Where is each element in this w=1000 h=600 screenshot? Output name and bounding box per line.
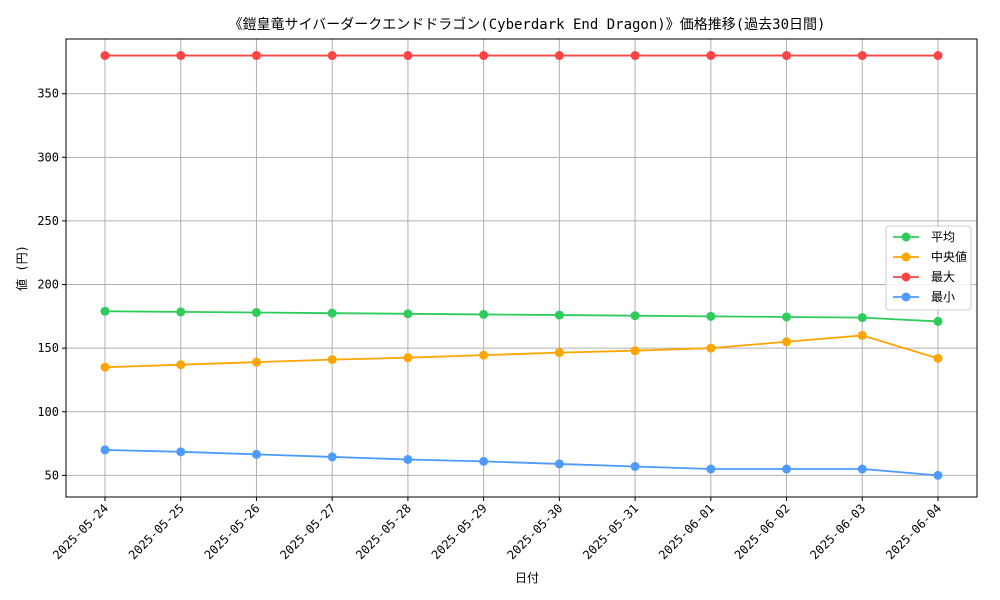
x-tick-label: 2025-06-01 xyxy=(656,501,717,562)
data-point xyxy=(176,51,186,61)
data-point xyxy=(176,360,186,370)
data-point xyxy=(630,311,640,321)
series-line xyxy=(104,449,939,477)
data-point xyxy=(327,308,337,318)
x-tick-label: 2025-05-28 xyxy=(353,501,414,562)
data-point xyxy=(479,456,489,466)
x-tick-label: 2025-06-02 xyxy=(732,501,793,562)
x-tick-label: 2025-06-03 xyxy=(807,501,868,562)
data-point xyxy=(251,51,261,61)
legend-label: 最大 xyxy=(931,270,955,284)
series-line xyxy=(104,334,939,369)
series-最小 xyxy=(100,445,943,480)
y-tick-label: 150 xyxy=(37,341,59,355)
legend-marker xyxy=(901,232,911,242)
legend-label: 最小 xyxy=(931,290,955,304)
data-point xyxy=(933,316,943,326)
data-point xyxy=(100,51,110,61)
y-tick-label: 250 xyxy=(37,214,59,228)
data-point xyxy=(706,311,716,321)
data-point xyxy=(630,346,640,356)
data-point xyxy=(479,309,489,319)
x-axis-ticks: 2025-05-24 2025-05-25 2025-05-26 2025-05-27… xyxy=(50,497,944,562)
data-point xyxy=(933,353,943,363)
data-point xyxy=(933,470,943,480)
legend-label: 中央値 xyxy=(931,249,967,264)
series-最大 xyxy=(100,51,943,61)
data-point xyxy=(554,348,564,358)
y-tick-label: 100 xyxy=(37,405,59,419)
data-point xyxy=(403,454,413,464)
x-tick-label: 2025-05-31 xyxy=(580,501,641,562)
y-tick-label: 200 xyxy=(37,278,59,292)
series-中央値 xyxy=(100,330,943,372)
data-point xyxy=(782,337,792,347)
x-tick-label: 2025-05-25 xyxy=(126,501,187,562)
legend-label: 平均 xyxy=(931,230,955,244)
data-point xyxy=(327,51,337,61)
grid-lines xyxy=(66,39,977,497)
y-tick-label: 350 xyxy=(37,87,59,101)
y-axis-ticks: 50 100 150 200 250 300 350 xyxy=(37,87,66,482)
plot-frame xyxy=(65,38,978,498)
data-point xyxy=(479,350,489,360)
data-point xyxy=(706,51,716,61)
data-point xyxy=(706,343,716,353)
x-tick-label: 2025-06-04 xyxy=(883,501,944,562)
data-point xyxy=(782,464,792,474)
x-tick-label: 2025-05-29 xyxy=(429,501,490,562)
data-point xyxy=(782,312,792,322)
x-tick-label: 2025-05-27 xyxy=(277,501,338,562)
legend-marker xyxy=(901,272,911,282)
data-point xyxy=(251,357,261,367)
y-axis-label: 値 (円) xyxy=(14,245,29,291)
legend-box xyxy=(885,225,972,311)
data-point xyxy=(100,445,110,455)
x-axis-label: 日付 xyxy=(515,571,539,585)
y-tick-label: 50 xyxy=(45,468,59,482)
x-tick-label: 2025-05-24 xyxy=(50,501,111,562)
data-point xyxy=(857,51,867,61)
data-point xyxy=(857,464,867,474)
y-tick-label: 300 xyxy=(37,150,59,164)
data-point xyxy=(630,51,640,61)
x-tick-label: 2025-05-26 xyxy=(202,501,263,562)
data-point xyxy=(176,447,186,457)
data-point xyxy=(327,355,337,365)
data-point xyxy=(100,306,110,316)
data-point xyxy=(100,362,110,372)
data-point xyxy=(251,308,261,318)
data-point xyxy=(403,353,413,363)
chart-title: 《鎧皇竜サイバーダークエンドドラゴン(Cyberdark End Dragon)… xyxy=(229,16,826,33)
series-line xyxy=(104,310,939,323)
data-point xyxy=(933,51,943,61)
data-point xyxy=(554,51,564,61)
data-point xyxy=(857,313,867,323)
data-point xyxy=(857,330,867,340)
data-point xyxy=(479,51,489,61)
series-平均 xyxy=(100,306,943,326)
data-point xyxy=(554,459,564,469)
data-point xyxy=(251,449,261,459)
data-point xyxy=(403,51,413,61)
data-point xyxy=(630,461,640,471)
legend-marker xyxy=(901,252,911,262)
legend-marker xyxy=(901,292,911,302)
data-point xyxy=(706,464,716,474)
data-point xyxy=(327,452,337,462)
data-point xyxy=(176,307,186,317)
data-point xyxy=(403,309,413,319)
x-tick-label: 2025-05-30 xyxy=(504,501,565,562)
data-point xyxy=(554,310,564,320)
series-group xyxy=(100,51,943,480)
data-point xyxy=(782,51,792,61)
